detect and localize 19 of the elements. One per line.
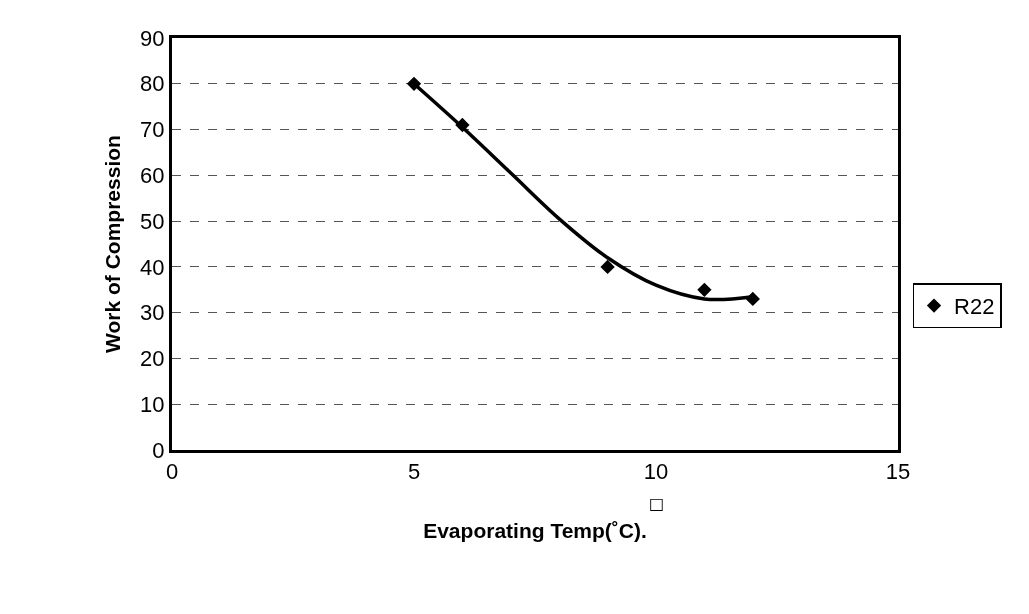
x-tick-label: 10 bbox=[643, 459, 669, 485]
y-tick-label: 30 bbox=[140, 300, 165, 326]
x-tick-label: 15 bbox=[885, 459, 911, 485]
y-tick-label: 10 bbox=[140, 391, 165, 417]
y-tick-label: 60 bbox=[140, 163, 165, 189]
y-axis-title: Work of Compression bbox=[101, 135, 125, 353]
y-tick-label: 40 bbox=[140, 254, 165, 280]
text: □ bbox=[649, 494, 665, 513]
x-axis-title: Evaporating Temp(˚C). bbox=[423, 518, 647, 542]
y-tick-label: 50 bbox=[140, 208, 165, 234]
y-tick-label: 20 bbox=[140, 346, 165, 372]
y-tick-label: 70 bbox=[140, 117, 165, 143]
legend-label: R22 bbox=[954, 294, 995, 320]
point bbox=[600, 259, 615, 275]
y-tick-label: 0 bbox=[152, 437, 165, 463]
x-tick-label: 5 bbox=[407, 459, 421, 485]
y-tick-label: 80 bbox=[140, 71, 165, 97]
point bbox=[697, 282, 712, 297]
y-tick-label: 90 bbox=[140, 25, 165, 51]
